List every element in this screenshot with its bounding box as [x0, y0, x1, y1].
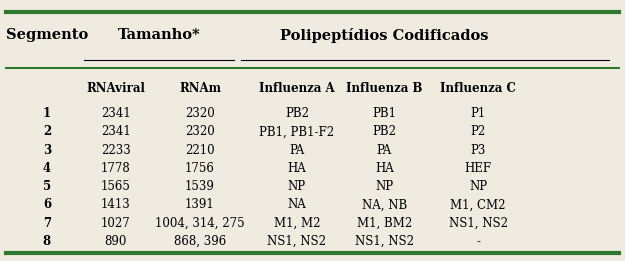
Text: 2210: 2210: [185, 144, 215, 157]
Text: 2233: 2233: [101, 144, 131, 157]
Text: P1: P1: [471, 107, 486, 120]
Text: P2: P2: [471, 125, 486, 138]
Text: 1413: 1413: [101, 198, 131, 211]
Text: PA: PA: [377, 144, 392, 157]
Text: 2341: 2341: [101, 107, 131, 120]
Text: NA: NA: [288, 198, 306, 211]
Text: 7: 7: [42, 217, 51, 230]
Text: 5: 5: [42, 180, 51, 193]
Text: PB1, PB1-F2: PB1, PB1-F2: [259, 125, 334, 138]
Text: M1, BM2: M1, BM2: [357, 217, 412, 230]
Text: Influenza C: Influenza C: [440, 82, 516, 95]
Text: HA: HA: [375, 162, 394, 175]
Text: 1565: 1565: [101, 180, 131, 193]
Text: 1778: 1778: [101, 162, 131, 175]
Text: NP: NP: [288, 180, 306, 193]
Text: 868, 396: 868, 396: [174, 235, 226, 248]
Text: M1, M2: M1, M2: [274, 217, 320, 230]
Text: NP: NP: [375, 180, 394, 193]
Text: 4: 4: [42, 162, 51, 175]
Text: RNAviral: RNAviral: [86, 82, 145, 95]
Text: Influenza B: Influenza B: [346, 82, 423, 95]
Text: 3: 3: [42, 144, 51, 157]
Text: 2: 2: [42, 125, 51, 138]
Text: PB2: PB2: [285, 107, 309, 120]
Text: 1: 1: [42, 107, 51, 120]
Text: Tamanho*: Tamanho*: [118, 28, 201, 42]
Text: NS1, NS2: NS1, NS2: [449, 217, 508, 230]
Text: NS1, NS2: NS1, NS2: [355, 235, 414, 248]
Text: -: -: [476, 235, 480, 248]
Text: Segmento: Segmento: [6, 28, 88, 42]
Text: PB1: PB1: [372, 107, 396, 120]
Text: 1004, 314, 275: 1004, 314, 275: [155, 217, 245, 230]
Text: 2320: 2320: [185, 107, 215, 120]
Text: NS1, NS2: NS1, NS2: [268, 235, 326, 248]
Text: RNAm: RNAm: [179, 82, 221, 95]
Text: P3: P3: [471, 144, 486, 157]
Text: 2320: 2320: [185, 125, 215, 138]
Text: Influenza A: Influenza A: [259, 82, 335, 95]
Text: HA: HA: [288, 162, 306, 175]
Text: NP: NP: [469, 180, 488, 193]
Text: NA, NB: NA, NB: [362, 198, 407, 211]
Text: PA: PA: [289, 144, 304, 157]
Text: 890: 890: [104, 235, 127, 248]
Text: 8: 8: [42, 235, 51, 248]
Text: PB2: PB2: [372, 125, 396, 138]
Text: Polipeptídios Codificados: Polipeptídios Codificados: [280, 28, 489, 43]
Text: 1539: 1539: [185, 180, 215, 193]
Text: 2341: 2341: [101, 125, 131, 138]
Text: 1027: 1027: [101, 217, 131, 230]
Text: 6: 6: [42, 198, 51, 211]
Text: M1, CM2: M1, CM2: [451, 198, 506, 211]
Text: 1756: 1756: [185, 162, 215, 175]
Text: HEF: HEF: [464, 162, 492, 175]
Text: 1391: 1391: [185, 198, 215, 211]
